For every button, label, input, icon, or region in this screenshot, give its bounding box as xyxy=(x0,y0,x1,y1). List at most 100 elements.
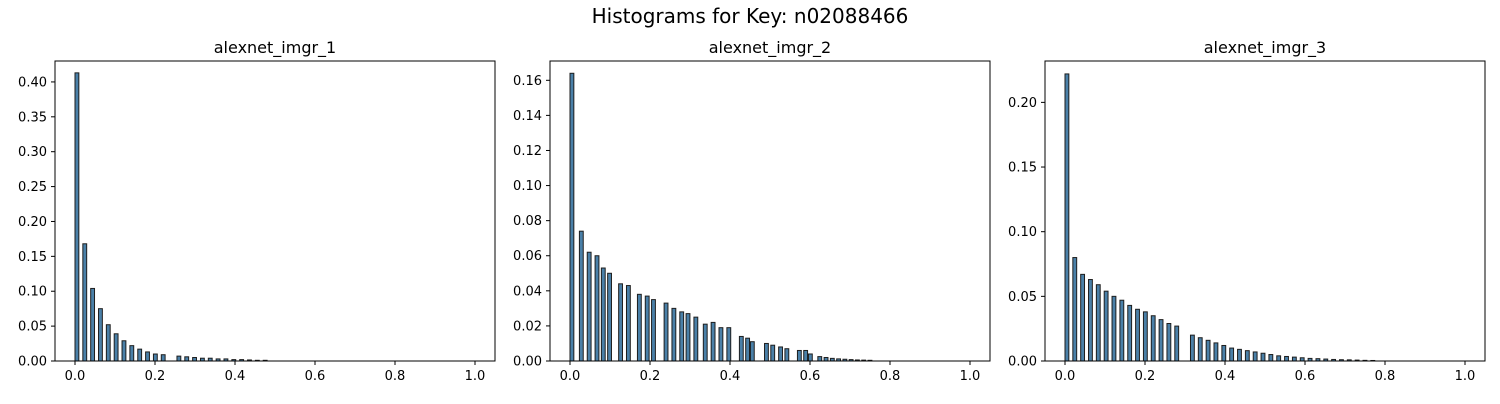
histogram-bar xyxy=(1268,354,1274,362)
histogram-bar xyxy=(192,357,197,362)
histogram-bar xyxy=(1135,308,1140,362)
histogram-bar xyxy=(152,353,158,362)
x-tick-label: 0.4 xyxy=(720,369,741,384)
histogram-bar xyxy=(1229,347,1235,362)
histogram-bar xyxy=(1213,342,1219,362)
histogram-bar xyxy=(1252,351,1258,362)
panel-title: alexnet_imgr_3 xyxy=(1204,38,1326,58)
histogram-bar xyxy=(807,353,813,362)
histogram-bar xyxy=(1291,356,1297,362)
x-tick-label: 0.8 xyxy=(1375,369,1396,384)
histogram-bar xyxy=(607,272,612,362)
bars xyxy=(74,72,268,362)
axes-frame xyxy=(549,60,991,362)
histogram-bar xyxy=(74,72,80,362)
y-tick-label: 0.10 xyxy=(18,285,47,300)
histogram-bar xyxy=(710,321,716,362)
histogram-bar xyxy=(1158,319,1164,362)
histogram-bar xyxy=(90,287,96,362)
y-tick-label: 0.02 xyxy=(513,319,542,334)
histogram-bar xyxy=(679,311,685,362)
histogram-bar xyxy=(1103,290,1109,362)
histogram-bar xyxy=(784,348,790,362)
histogram-bar xyxy=(569,72,575,362)
y-tick-label: 0.25 xyxy=(18,180,47,195)
x-tick-label: 0.2 xyxy=(1135,369,1156,384)
histogram-bar xyxy=(176,355,182,362)
histogram-bar xyxy=(1072,257,1078,362)
histogram-bar xyxy=(1166,323,1172,362)
histogram-bar xyxy=(1276,355,1282,362)
histogram-bar xyxy=(1205,339,1211,362)
bars xyxy=(1064,73,1376,362)
histogram-bar xyxy=(663,302,669,362)
histogram-bar xyxy=(1189,334,1195,362)
x-tick-label: 0.4 xyxy=(1215,369,1236,384)
histogram-bar xyxy=(718,327,724,362)
y-tick-label: 0.10 xyxy=(513,179,542,194)
x-tick-label: 0.6 xyxy=(1295,369,1316,384)
x-tick-label: 0.2 xyxy=(640,369,661,384)
y-tick-label: 0.06 xyxy=(513,249,542,264)
histogram-bar xyxy=(137,348,143,362)
y-tick-label: 0.30 xyxy=(18,145,47,160)
x-tick-label: 0.0 xyxy=(560,369,581,384)
y-tick-label: 0.04 xyxy=(513,284,542,299)
histogram-bar xyxy=(1088,279,1093,362)
y-tick-label: 0.10 xyxy=(1008,225,1037,240)
x-tick-label: 1.0 xyxy=(960,369,981,384)
histogram-bar xyxy=(625,285,631,362)
histogram-bar xyxy=(1197,337,1203,362)
y-tick-label: 0.00 xyxy=(18,355,47,370)
x-tick-label: 0.6 xyxy=(305,369,326,384)
histogram-bar xyxy=(578,230,584,362)
histogram-bar xyxy=(184,356,190,362)
x-tick-label: 0.2 xyxy=(145,369,166,384)
y-tick-label: 0.35 xyxy=(18,110,47,125)
y-tick-label: 0.00 xyxy=(513,355,542,370)
y-tick-label: 0.16 xyxy=(513,74,542,89)
y-tick-label: 0.40 xyxy=(18,75,47,90)
histogram-bar xyxy=(82,243,88,362)
y-tick-label: 0.12 xyxy=(513,144,542,159)
histogram-bar xyxy=(671,307,677,362)
histogram-bar xyxy=(644,295,650,362)
axes-frame xyxy=(1044,60,1486,362)
histogram-bar xyxy=(1080,273,1086,362)
x-tick-label: 0.0 xyxy=(65,369,86,384)
bars xyxy=(569,72,873,362)
panel-2: alexnet_imgr_2 0.0 0.2 0.4 0.6 0.8 1.0 0.00 0.02… xyxy=(513,38,991,384)
y-tick-label: 0.00 xyxy=(1008,355,1037,370)
histogram-bar xyxy=(726,327,732,362)
histogram-bar xyxy=(651,299,656,362)
histogram-bar xyxy=(749,341,755,362)
histogram-bar xyxy=(1064,73,1070,362)
y-tick-label: 0.15 xyxy=(1008,161,1037,176)
histogram-bar xyxy=(98,308,103,362)
histogram-bar xyxy=(1111,295,1117,362)
histogram-bar xyxy=(738,335,744,362)
panel-1: alexnet_imgr_1 0.0 0.2 0.4 0.6 0.8 1.0 0.00 0.05… xyxy=(18,38,496,384)
axes-frame xyxy=(54,60,496,362)
histogram-bar xyxy=(145,351,150,362)
y-tick-label: 0.05 xyxy=(18,320,47,335)
histogram-bar xyxy=(778,346,783,362)
histogram-bar xyxy=(636,293,642,362)
histogram-bar xyxy=(594,255,600,362)
histogram-bar xyxy=(796,349,802,362)
y-tick-label: 0.14 xyxy=(513,109,542,124)
x-tick-label: 0.0 xyxy=(1055,369,1076,384)
histogram-bar xyxy=(817,356,823,362)
panel-title: alexnet_imgr_1 xyxy=(214,38,336,58)
y-tick-label: 0.20 xyxy=(1008,96,1037,111)
y-tick-label: 0.08 xyxy=(513,214,542,229)
panel-3: alexnet_imgr_3 0.0 0.2 0.4 0.6 0.8 1.0 0.00 0.05… xyxy=(1008,38,1486,384)
histogram-bar xyxy=(160,354,166,362)
x-tick-label: 0.8 xyxy=(880,369,901,384)
panels: alexnet_imgr_1 0.0 0.2 0.4 0.6 0.8 1.0 0.00 0.05… xyxy=(18,38,1486,384)
histogram-bar xyxy=(1095,284,1101,362)
y-tick-label: 0.15 xyxy=(18,250,47,265)
figure-title: Histograms for Key: n02088466 xyxy=(592,4,909,28)
histogram-bar xyxy=(685,313,691,362)
